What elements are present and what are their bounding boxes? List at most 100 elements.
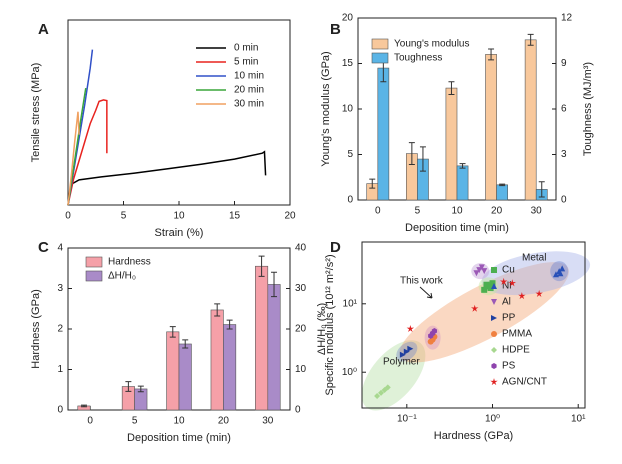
error-bar bbox=[499, 183, 506, 187]
bar bbox=[223, 324, 237, 411]
point bbox=[535, 289, 543, 297]
point bbox=[552, 271, 559, 278]
error-bar bbox=[258, 255, 265, 277]
legend-marker bbox=[491, 315, 497, 321]
legend-label: Hardness bbox=[108, 257, 151, 268]
x-tick-label: 20 bbox=[218, 416, 230, 427]
y-tick-label: 10 bbox=[342, 104, 354, 115]
legend-label: 5 min bbox=[234, 57, 258, 68]
x-tick-label: 10⁻¹ bbox=[397, 414, 417, 425]
y-tick-label: 1 bbox=[57, 364, 63, 375]
error-bar bbox=[137, 385, 144, 393]
legend-label: PP bbox=[502, 313, 516, 324]
x-tick-label: 10 bbox=[451, 206, 463, 217]
error-bar bbox=[182, 339, 189, 349]
y2-tick-label: 6 bbox=[561, 104, 567, 115]
y-axis-label: Tensile stress (MPa) bbox=[30, 63, 42, 163]
legend-label: 20 min bbox=[234, 85, 264, 96]
line bbox=[67, 111, 80, 206]
bar bbox=[496, 184, 508, 201]
region bbox=[471, 263, 490, 280]
y-tick-label: 0 bbox=[347, 195, 353, 206]
x-tick-label: 5 bbox=[121, 211, 127, 222]
x-tick-label: 10⁰ bbox=[485, 414, 500, 425]
region bbox=[399, 262, 569, 363]
bar bbox=[485, 54, 497, 201]
legend-marker bbox=[491, 331, 497, 337]
annotation: Polymer bbox=[383, 357, 420, 368]
error-bar bbox=[271, 271, 278, 298]
point bbox=[508, 279, 516, 287]
legend-marker bbox=[491, 347, 497, 353]
error-bar bbox=[125, 381, 132, 392]
point bbox=[481, 268, 488, 275]
y2-tick-label: 12 bbox=[561, 13, 573, 24]
y-tick-label: 10¹ bbox=[343, 298, 358, 309]
error-bar bbox=[369, 178, 376, 189]
x-tick-label: 0 bbox=[87, 416, 93, 427]
y-tick-label: 4 bbox=[57, 243, 63, 254]
legend-label: AGN/CNT bbox=[502, 377, 547, 388]
bar bbox=[456, 165, 469, 201]
x-tick-label: 30 bbox=[262, 416, 274, 427]
legend-marker bbox=[491, 363, 497, 369]
error-bar bbox=[408, 142, 415, 166]
x-tick-label: 20 bbox=[284, 211, 296, 222]
legend-label: Al bbox=[502, 297, 511, 308]
bar bbox=[166, 331, 180, 411]
legend-swatch bbox=[371, 38, 389, 50]
bar bbox=[255, 265, 269, 411]
point bbox=[518, 292, 526, 300]
bar bbox=[445, 87, 458, 201]
point bbox=[407, 345, 414, 352]
point bbox=[384, 384, 391, 391]
error-bar bbox=[527, 33, 534, 46]
legend-swatch bbox=[371, 52, 389, 64]
error-bar bbox=[538, 181, 545, 198]
bar bbox=[178, 343, 192, 411]
bar bbox=[267, 284, 281, 411]
y2-tick-label: 0 bbox=[295, 405, 301, 416]
error-bar bbox=[459, 163, 466, 169]
annotation: Metal bbox=[522, 253, 546, 264]
y2-axis-label: Toughness (MJ/m³) bbox=[582, 62, 594, 156]
error-bar bbox=[488, 48, 495, 61]
line bbox=[67, 150, 267, 206]
x-tick-label: 10 bbox=[173, 211, 185, 222]
panel-letter: C bbox=[38, 239, 49, 256]
error-bar bbox=[80, 404, 87, 408]
legend-label: ΔH/H₀ bbox=[108, 271, 136, 282]
point bbox=[399, 351, 406, 358]
legend-label: 30 min bbox=[234, 99, 264, 110]
y2-tick-label: 40 bbox=[295, 243, 307, 254]
legend-label: Ni bbox=[502, 281, 511, 292]
y2-tick-label: 30 bbox=[295, 283, 307, 294]
panel-letter: A bbox=[38, 21, 49, 38]
y2-tick-label: 10 bbox=[295, 364, 307, 375]
error-bar bbox=[448, 81, 455, 95]
legend-label: 0 min bbox=[234, 43, 258, 54]
y2-tick-label: 0 bbox=[561, 195, 567, 206]
annotation: This work bbox=[400, 276, 444, 287]
x-tick-label: 15 bbox=[229, 211, 241, 222]
legend-label: Cu bbox=[502, 265, 515, 276]
point bbox=[471, 304, 479, 312]
y2-tick-label: 20 bbox=[295, 324, 307, 335]
legend-marker bbox=[491, 283, 497, 289]
bar bbox=[210, 309, 224, 411]
plot-frame bbox=[361, 241, 586, 409]
panel-letter: B bbox=[330, 21, 341, 38]
y-tick-label: 20 bbox=[342, 13, 354, 24]
x-axis-label: Deposition time (min) bbox=[405, 222, 509, 234]
legend-label: Young's modulus bbox=[394, 39, 469, 50]
y2-tick-label: 3 bbox=[561, 149, 567, 160]
legend-swatch bbox=[85, 270, 103, 282]
y-tick-label: 0 bbox=[57, 405, 63, 416]
y-axis-label: Specific modulus (10¹² m²/s²) bbox=[324, 254, 336, 395]
y-tick-label: 3 bbox=[57, 283, 63, 294]
legend-marker bbox=[491, 267, 497, 273]
panel-letter: D bbox=[330, 239, 341, 256]
y-tick-label: 5 bbox=[347, 149, 353, 160]
legend-swatch bbox=[85, 256, 103, 268]
